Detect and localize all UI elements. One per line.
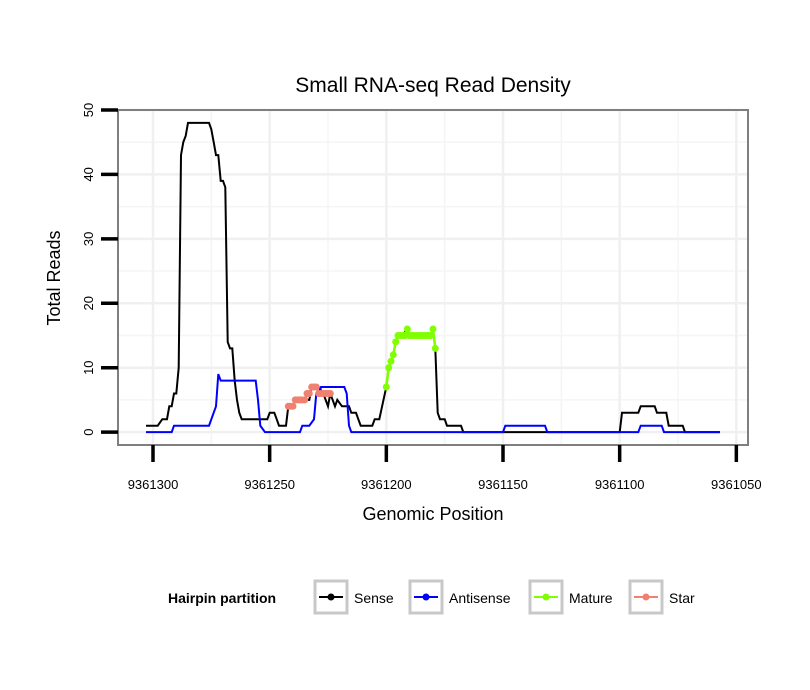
legend-marker-sense (327, 593, 335, 601)
series-star-point (305, 390, 313, 397)
series-mature-point (387, 357, 395, 365)
series-antisense-line (146, 373, 720, 434)
y-tick-label: 40 (81, 167, 96, 181)
plot-border (117, 109, 749, 446)
legend-item-sense: Sense (313, 579, 394, 615)
x-axis-title: Genomic Position (362, 504, 503, 524)
series-mature-point (382, 383, 390, 391)
legend: Hairpin partition Sense Antisense Mature St… (168, 579, 695, 615)
legend-label-mature: Mature (569, 590, 613, 606)
legend-item-mature: Mature (528, 579, 613, 615)
series-mature-point (385, 364, 393, 372)
series-mature-point (392, 338, 400, 346)
legend-label-sense: Sense (354, 590, 394, 606)
series-mature-point (427, 332, 435, 339)
series-mature-point (431, 344, 439, 352)
series-mature-point (403, 325, 411, 333)
grid (118, 108, 748, 445)
x-tick-label: 9361300 (128, 477, 179, 492)
legend-marker-antisense (422, 593, 430, 601)
series-star-point (326, 390, 334, 397)
x-tick-label: 9361050 (711, 477, 762, 492)
legend-marker-star (642, 593, 650, 601)
y-tick-label: 50 (81, 103, 96, 117)
series-mature-point (389, 351, 397, 359)
x-tick-label: 9361250 (244, 477, 295, 492)
chart-title: Small RNA-seq Read Density (295, 74, 571, 97)
series-star-point (312, 383, 320, 391)
y-tick-label: 30 (81, 232, 96, 246)
series-mature-point (429, 325, 437, 333)
y-tick-label: 0 (81, 428, 96, 435)
legend-marker-mature (542, 593, 550, 601)
y-axis-title: Total Reads (44, 230, 64, 325)
series-star-point (301, 396, 309, 404)
series-layer (146, 121, 720, 434)
series-star-point (289, 402, 297, 410)
x-tick-label: 9361100 (595, 477, 645, 492)
x-tick-label: 9361150 (478, 477, 528, 492)
x-tick-label: 9361200 (361, 477, 412, 492)
y-tick-label: 20 (81, 296, 96, 310)
legend-label-antisense: Antisense (449, 590, 511, 606)
legend-label-star: Star (669, 590, 695, 606)
y-tick-label: 10 (81, 360, 96, 374)
series-sense-line (146, 121, 720, 434)
legend-item-star: Star (628, 579, 695, 615)
axes: 9361300 9361250 9361200 9361150 9361100 93610… (81, 103, 762, 492)
legend-item-antisense: Antisense (408, 579, 511, 615)
legend-title: Hairpin partition (168, 590, 276, 606)
